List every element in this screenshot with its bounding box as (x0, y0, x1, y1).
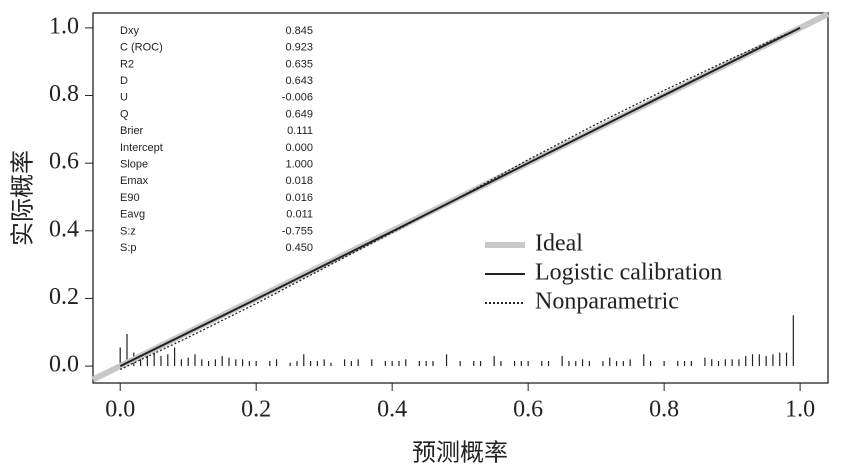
stat-value: -0.006 (282, 92, 313, 104)
stat-value: -0.755 (282, 225, 313, 237)
stat-label: Eavg (120, 209, 145, 221)
stat-value: 0.845 (285, 25, 313, 37)
stat-value: 0.016 (285, 192, 313, 204)
stat-value: 0.450 (285, 242, 313, 254)
stat-label: R2 (120, 58, 134, 70)
x-tick-label: 1.0 (785, 397, 815, 423)
y-tick-label: 0.0 (49, 352, 79, 378)
x-tick-label: 0.0 (105, 397, 135, 423)
stat-label: E90 (120, 192, 140, 204)
x-axis-label: 预测概率 (412, 440, 508, 467)
x-tick-label: 0.4 (377, 397, 407, 423)
legend-label: Logistic calibration (535, 260, 722, 286)
y-tick-label: 0.4 (49, 216, 79, 242)
stat-label: Slope (120, 159, 148, 171)
series-line (119, 27, 801, 371)
x-tick-label: 0.8 (649, 397, 679, 423)
stat-label: Brier (120, 125, 144, 137)
stat-value: 0.649 (285, 108, 313, 120)
legend-label: Nonparametric (535, 289, 679, 315)
stat-value: 0.635 (285, 58, 313, 70)
stat-label: Emax (120, 175, 149, 187)
stat-label: U (120, 92, 128, 104)
stat-label: Intercept (120, 142, 163, 154)
stat-label: C (ROC) (120, 42, 163, 54)
stat-value: 0.011 (286, 209, 313, 221)
stat-label: S:z (120, 225, 136, 237)
stat-label: D (120, 75, 128, 87)
x-tick-label: 0.2 (241, 397, 271, 423)
y-tick-label: 0.6 (49, 149, 79, 175)
stat-value: 0.000 (285, 142, 313, 154)
stat-value: 0.111 (287, 125, 313, 137)
legend-label: Ideal (535, 231, 583, 257)
stat-value: 0.643 (285, 75, 313, 87)
stat-label: Q (120, 108, 129, 120)
stat-value: 0.018 (285, 175, 313, 187)
y-tick-label: 1.0 (49, 13, 79, 39)
stat-label: S:p (120, 242, 137, 254)
plot-frame (92, 12, 829, 384)
x-tick-label: 0.6 (513, 397, 543, 423)
y-tick-label: 0.2 (49, 284, 79, 310)
y-axis-label: 实际概率 (10, 150, 37, 246)
stat-value: 0.923 (285, 42, 313, 54)
y-tick-label: 0.8 (49, 81, 79, 107)
stat-value: 1.000 (285, 159, 313, 171)
stat-label: Dxy (120, 25, 139, 37)
